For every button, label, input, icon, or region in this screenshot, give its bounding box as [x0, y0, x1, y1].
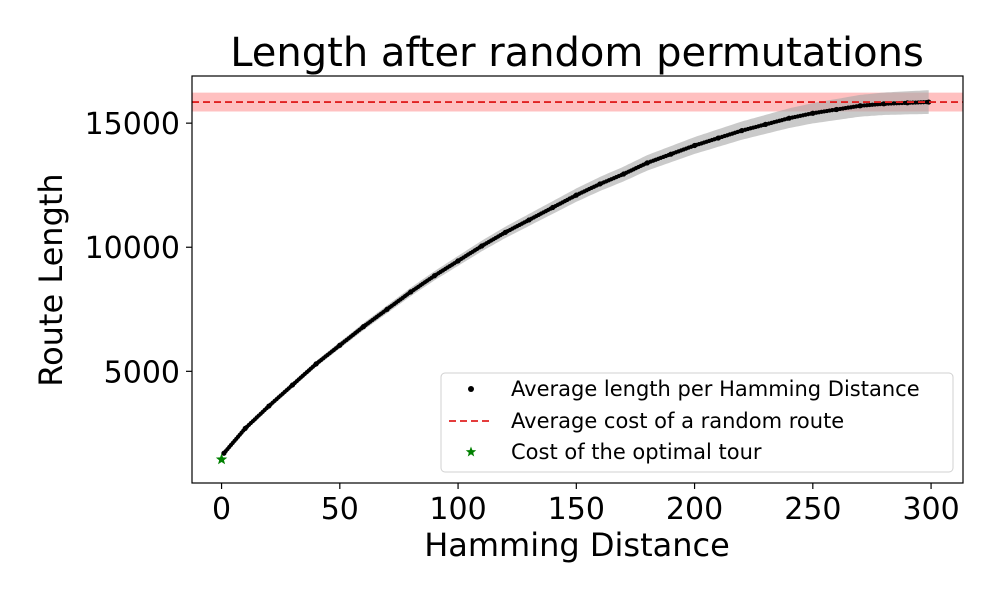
plot-area	[192, 90, 963, 465]
legend-dot-icon	[468, 386, 474, 392]
x-tick-label: 150	[548, 492, 605, 527]
optimal-tour-star	[215, 453, 228, 465]
axes: 0 50 100 150 200 250 300 5000 10000 15000	[85, 75, 964, 527]
x-tick-label: 250	[784, 492, 841, 527]
y-tick-label: 10000	[85, 231, 180, 266]
y-tick-label: 5000	[104, 355, 180, 390]
legend-star-icon	[465, 446, 477, 457]
average-length-trace	[221, 100, 931, 456]
x-tick-label: 300	[902, 492, 959, 527]
x-tick-label: 0	[212, 492, 231, 527]
legend-box	[440, 372, 954, 473]
x-axis-label: Hamming Distance	[424, 526, 730, 564]
legend-label-random-route: Average cost of a random route	[511, 409, 844, 433]
plot-frame	[191, 75, 964, 484]
x-tick-label: 200	[666, 492, 723, 527]
y-axis-label: Route Length	[32, 173, 70, 386]
legend-label-average-length: Average length per Hamming Distance	[511, 377, 920, 401]
legend-label-optimal-tour: Cost of the optimal tour	[511, 440, 762, 464]
x-tick-label: 100	[429, 492, 486, 527]
legend: Average length per Hamming Distance Avera…	[440, 372, 954, 473]
x-tick-label: 50	[321, 492, 359, 527]
chart-title: Length after random permutations	[230, 30, 924, 76]
y-tick-label: 15000	[85, 107, 180, 142]
